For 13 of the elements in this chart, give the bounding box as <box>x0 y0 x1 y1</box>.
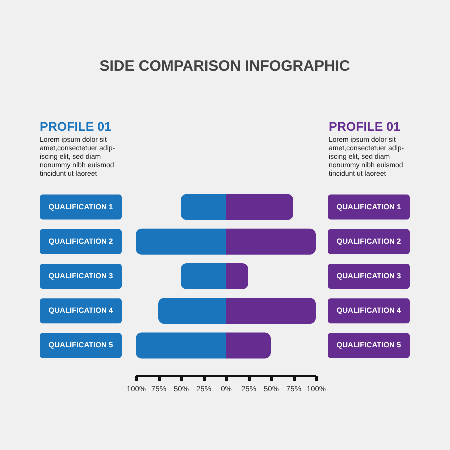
bar <box>226 332 271 359</box>
bar <box>136 228 226 255</box>
text: PROFILE 01 <box>40 120 112 134</box>
chart-title: SIDE COMPARISON INFOGRAPHIC <box>100 58 350 75</box>
bar <box>226 264 248 290</box>
bar <box>226 298 316 324</box>
bar <box>181 194 226 220</box>
bar <box>158 298 226 324</box>
bar <box>226 194 294 220</box>
bar <box>136 332 226 359</box>
bar <box>226 228 316 255</box>
text: PROFILE 01 <box>329 120 401 134</box>
bar <box>181 264 226 290</box>
